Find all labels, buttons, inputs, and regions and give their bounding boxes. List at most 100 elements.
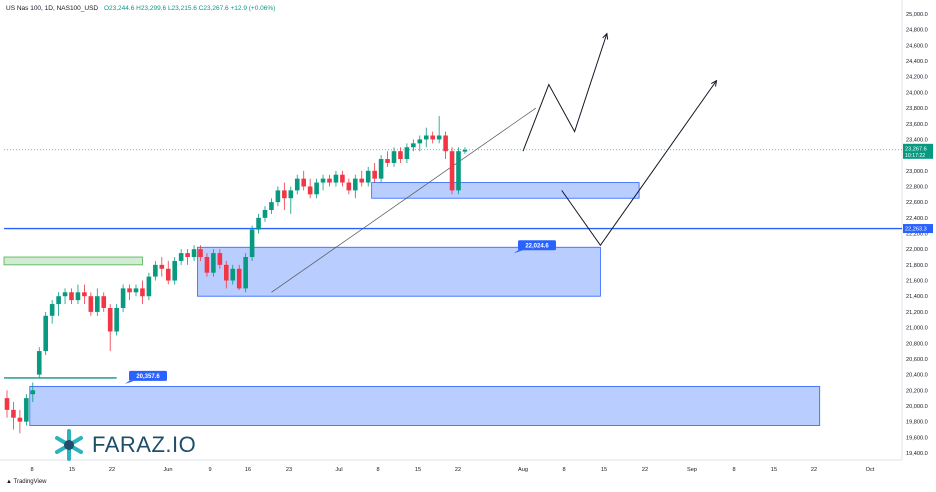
- candle[interactable]: [217, 253, 223, 265]
- candle[interactable]: [114, 307, 119, 332]
- candle[interactable]: [359, 178, 365, 183]
- x-tick-label: 8: [30, 467, 33, 473]
- candle[interactable]: [204, 257, 210, 273]
- candle[interactable]: [314, 182, 319, 195]
- candle[interactable]: [49, 304, 55, 316]
- time-axis[interactable]: 8 15 22 Jun 9 16 23 Jul 8 15 22 Aug 8 15 22 Sep 8 15 22 Oct: [30, 467, 874, 473]
- candles-layer[interactable]: [4, 115, 468, 434]
- candle[interactable]: [365, 170, 371, 183]
- candle[interactable]: [198, 249, 203, 258]
- candle[interactable]: [256, 217, 261, 230]
- candle[interactable]: [43, 315, 48, 352]
- projection-path: [522, 33, 608, 152]
- candle[interactable]: [36, 351, 42, 375]
- candle[interactable]: [120, 288, 126, 308]
- candle[interactable]: [307, 186, 313, 195]
- candle[interactable]: [327, 178, 332, 183]
- candle[interactable]: [11, 409, 16, 418]
- candle[interactable]: [353, 178, 358, 191]
- candle[interactable]: [172, 260, 177, 281]
- candle[interactable]: [243, 257, 248, 289]
- candle[interactable]: [107, 307, 113, 332]
- candle[interactable]: [56, 296, 61, 305]
- lines-layer: [4, 32, 902, 379]
- candle[interactable]: [165, 268, 171, 281]
- y-tick-label: 24,800.0: [906, 28, 928, 34]
- y-tick-label: 21,800.0: [906, 263, 928, 269]
- candle[interactable]: [146, 276, 152, 297]
- candle[interactable]: [17, 417, 23, 422]
- candle[interactable]: [288, 190, 294, 199]
- candle[interactable]: [282, 190, 287, 199]
- candle[interactable]: [185, 253, 190, 258]
- faraz-watermark: FARAZ.IO: [52, 428, 196, 462]
- candle[interactable]: [398, 151, 403, 160]
- candle[interactable]: [462, 149, 468, 152]
- candle[interactable]: [275, 190, 281, 203]
- x-tick-label: 9: [208, 467, 211, 473]
- candle[interactable]: [75, 292, 81, 301]
- candle[interactable]: [101, 296, 107, 308]
- candle[interactable]: [4, 398, 10, 410]
- candle[interactable]: [411, 143, 416, 148]
- candle[interactable]: [436, 135, 442, 140]
- x-tick-label: Jul: [335, 467, 342, 473]
- candle[interactable]: [449, 151, 455, 191]
- candle[interactable]: [30, 390, 36, 395]
- x-tick-label: Sep: [687, 467, 697, 473]
- candle[interactable]: [133, 288, 139, 293]
- candle[interactable]: [178, 253, 184, 261]
- candle[interactable]: [69, 292, 74, 301]
- y-tick-label: 22,800.0: [906, 184, 928, 190]
- candle[interactable]: [82, 292, 87, 297]
- candle[interactable]: [140, 288, 145, 297]
- symbol-label[interactable]: US Nas 100, 1D, NAS100_USD: [6, 5, 99, 12]
- candle[interactable]: [249, 229, 255, 258]
- x-tick-label: 22: [109, 467, 115, 473]
- candle[interactable]: [391, 151, 397, 163]
- candle[interactable]: [224, 264, 229, 281]
- candle[interactable]: [385, 159, 390, 163]
- candle[interactable]: [62, 292, 68, 297]
- candle[interactable]: [346, 182, 352, 191]
- x-tick-label: 23: [286, 467, 292, 473]
- price-axis[interactable]: 25,000.0 24,800.0 24,600.0 24,400.0 24,200.0…: [903, 12, 933, 457]
- candle[interactable]: [88, 296, 94, 312]
- candle[interactable]: [230, 268, 236, 281]
- candle[interactable]: [294, 178, 300, 191]
- candle[interactable]: [340, 174, 345, 183]
- candle[interactable]: [153, 264, 158, 277]
- candle[interactable]: [404, 147, 410, 160]
- candle[interactable]: [417, 139, 423, 144]
- candle[interactable]: [95, 296, 100, 312]
- y-tick-label: 19,400.0: [906, 451, 928, 457]
- candle[interactable]: [430, 135, 435, 140]
- open-value: O23,244.6: [103, 5, 135, 12]
- candle[interactable]: [378, 159, 384, 179]
- candle[interactable]: [443, 135, 448, 152]
- candle[interactable]: [211, 253, 216, 273]
- candle[interactable]: [127, 288, 132, 293]
- candle[interactable]: [24, 398, 29, 422]
- x-tick-label: 22: [455, 467, 461, 473]
- candle[interactable]: [191, 249, 197, 258]
- countdown-text: 10:17:22: [905, 153, 925, 159]
- low-value: L23,215.6: [167, 5, 197, 12]
- candle[interactable]: [236, 268, 242, 289]
- candle[interactable]: [320, 178, 326, 183]
- candle[interactable]: [301, 178, 306, 187]
- projection-arrowhead: [602, 32, 609, 40]
- tradingview-brand[interactable]: ▲ TradingView: [6, 479, 47, 485]
- candle[interactable]: [456, 151, 461, 191]
- callout-box: [129, 370, 167, 381]
- x-tick-label: 15: [601, 467, 607, 473]
- candle[interactable]: [159, 264, 165, 269]
- candle[interactable]: [372, 170, 377, 179]
- candle[interactable]: [333, 174, 339, 183]
- candle[interactable]: [423, 135, 429, 140]
- candle[interactable]: [262, 209, 268, 218]
- x-tick-label: Jun: [163, 467, 172, 473]
- candle[interactable]: [269, 202, 274, 210]
- y-tick-label: 23,400.0: [906, 137, 928, 143]
